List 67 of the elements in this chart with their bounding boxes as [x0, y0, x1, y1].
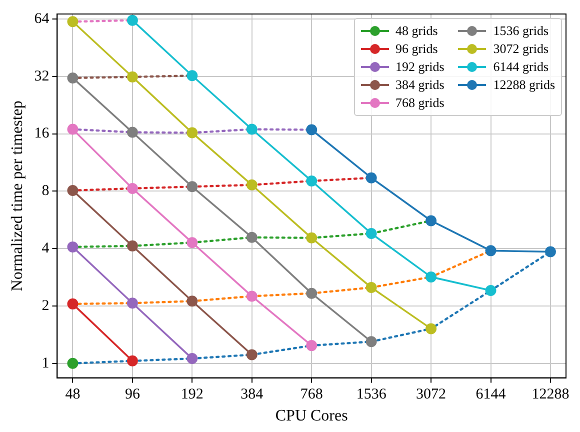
- y-tick-label: 64: [34, 10, 50, 27]
- point: [306, 175, 318, 186]
- x-tick-label: 96: [124, 386, 140, 403]
- point: [186, 70, 198, 82]
- point: [246, 290, 258, 302]
- point: [246, 179, 258, 190]
- point: [246, 232, 258, 243]
- legend-label: 3072 grids: [493, 41, 548, 57]
- x-tick-label: 3072: [416, 386, 446, 403]
- point: [67, 358, 78, 369]
- point: [67, 72, 78, 84]
- point: [126, 240, 138, 252]
- legend-label: 6144 grids: [493, 59, 548, 75]
- point: [306, 288, 318, 299]
- x-tick-label: 1536: [356, 386, 387, 403]
- point: [366, 282, 377, 293]
- x-axis-title: CPU Cores: [275, 408, 348, 425]
- legend-label: 48 grids: [396, 23, 438, 39]
- point: [426, 323, 437, 334]
- point: [186, 237, 198, 248]
- point: [544, 246, 556, 258]
- legend-label: 384 grids: [396, 77, 444, 93]
- point: [126, 298, 138, 309]
- point: [306, 232, 318, 244]
- legend-label: 1536 grids: [493, 23, 548, 39]
- legend-label: 768 grids: [396, 95, 444, 111]
- point: [186, 353, 198, 364]
- legend-label: 12288 grids: [493, 77, 555, 93]
- y-tick-label: 32: [34, 68, 50, 84]
- point: [67, 298, 78, 310]
- y-axis-title: Normalized time per timestep: [8, 100, 26, 292]
- point: [67, 241, 78, 252]
- x-tick-label: 384: [240, 386, 264, 403]
- point: [67, 16, 78, 28]
- point: [485, 285, 496, 296]
- y-tick-label: 16: [34, 126, 50, 142]
- x-tick-label: 768: [300, 386, 323, 403]
- y-tick-label: 8: [42, 183, 50, 200]
- legend-label: 192 grids: [396, 59, 444, 75]
- point: [186, 127, 198, 138]
- x-tick-label: 48: [65, 386, 80, 403]
- point: [126, 14, 138, 26]
- y-tick-label: 1: [42, 355, 50, 372]
- x-tick-label: 6144: [476, 386, 506, 403]
- point: [306, 340, 318, 352]
- x-tick-label: 12288: [532, 386, 570, 403]
- point: [67, 184, 78, 196]
- point: [366, 228, 377, 239]
- point: [485, 245, 496, 256]
- point: [366, 336, 377, 348]
- x-tick-label: 192: [180, 386, 204, 403]
- point: [67, 124, 78, 135]
- point: [126, 182, 138, 194]
- point: [426, 215, 437, 226]
- point: [306, 124, 318, 136]
- point: [426, 271, 437, 282]
- point: [126, 126, 138, 138]
- point: [126, 355, 138, 366]
- legend-label: 96 grids: [396, 41, 438, 57]
- point: [186, 181, 198, 192]
- y-tick-label: 2: [42, 298, 50, 314]
- point: [186, 296, 198, 307]
- point: [246, 124, 258, 135]
- point: [366, 172, 377, 184]
- y-tick-label: 4: [42, 240, 50, 257]
- point: [246, 349, 258, 360]
- point: [126, 71, 138, 82]
